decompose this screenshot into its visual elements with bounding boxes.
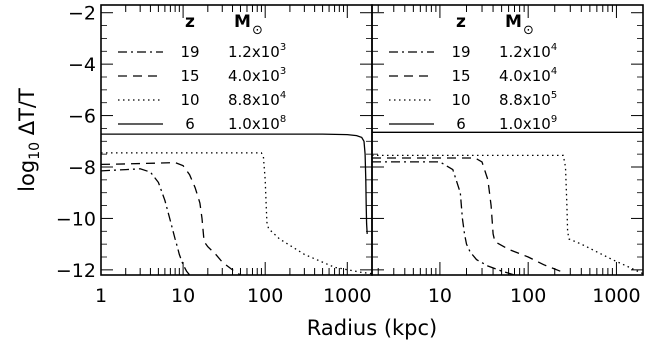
right-legend-header-sun-symbol: ⊙ xyxy=(523,23,534,38)
y-axis-title: log10 ΔT/T xyxy=(15,88,43,192)
left-series-dotted xyxy=(101,152,372,275)
right-x-tick-label: 10 xyxy=(428,285,452,307)
right-legend-mass-value: 4.0x104 xyxy=(499,66,557,85)
left-series-dash-dot xyxy=(101,168,191,275)
left-legend-mass-value: 4.0x103 xyxy=(228,66,286,85)
left-legend-z-value: 19 xyxy=(180,43,199,61)
right-x-tick-label: 100 xyxy=(510,285,546,307)
left-y-tick-label: −8 xyxy=(68,157,96,179)
left-y-tick-label: −10 xyxy=(56,208,96,230)
left-x-tick-label: 1000 xyxy=(323,285,371,307)
right-series-dotted xyxy=(372,154,643,275)
right-panel: 10 100 1000 z M ⊙ 19 1.2x104 15 4.0x104 10 8.8x105 6… xyxy=(371,4,644,307)
right-plot-frame xyxy=(371,4,644,276)
left-legend-z-value: 6 xyxy=(185,115,195,133)
right-series-dash-dot xyxy=(372,161,515,275)
left-legend-z-value: 10 xyxy=(180,91,199,109)
left-y-tick-label: −12 xyxy=(56,260,96,282)
right-legend-z-value: 15 xyxy=(451,67,470,85)
left-y-tick-label: −6 xyxy=(68,106,96,128)
right-legend: z M ⊙ 19 1.2x104 15 4.0x104 10 8.8x105 6 1.0x109 xyxy=(389,12,557,133)
right-x-tick-label: 1000 xyxy=(592,285,640,307)
left-x-tick-label: 100 xyxy=(247,285,283,307)
left-legend-header-sun-symbol: ⊙ xyxy=(252,23,263,38)
left-legend-header-mass: M xyxy=(234,12,251,32)
right-legend-mass-value: 1.2x104 xyxy=(499,42,557,61)
y-axis-title-sub: 10 xyxy=(27,142,43,160)
right-legend-header-z: z xyxy=(456,12,466,32)
x-axis-title: Radius (kpc) xyxy=(307,316,438,340)
left-series-solid xyxy=(101,133,368,234)
left-x-tick-label: 10 xyxy=(171,285,195,307)
right-series-dashed xyxy=(372,157,564,274)
right-legend-mass-value: 8.8x105 xyxy=(499,90,557,109)
right-legend-mass-value: 1.0x109 xyxy=(499,114,557,133)
left-legend-mass-value: 1.2x103 xyxy=(228,42,286,61)
left-panel: 1 10 100 1000 −2 −4 −6 −8 −10 −12 z M ⊙ 19 1.2x103 15 4.… xyxy=(56,3,373,307)
right-legend-z-value: 6 xyxy=(456,115,466,133)
left-y-tick-label: −4 xyxy=(68,54,96,76)
left-x-tick-label: 1 xyxy=(95,285,107,307)
left-legend-mass-value: 8.8x104 xyxy=(228,90,286,109)
left-y-tick-label: −2 xyxy=(68,3,96,25)
left-legend-z-value: 15 xyxy=(180,67,199,85)
left-series-dashed xyxy=(101,161,241,275)
right-legend-header-mass: M xyxy=(505,12,522,32)
left-legend: z M ⊙ 19 1.2x103 15 4.0x103 10 8.8x104 6 1.0x108 xyxy=(118,12,286,133)
right-legend-z-value: 10 xyxy=(451,91,470,109)
right-legend-z-value: 19 xyxy=(451,43,470,61)
left-legend-header-z: z xyxy=(185,12,195,32)
left-legend-mass-value: 1.0x108 xyxy=(228,114,286,133)
